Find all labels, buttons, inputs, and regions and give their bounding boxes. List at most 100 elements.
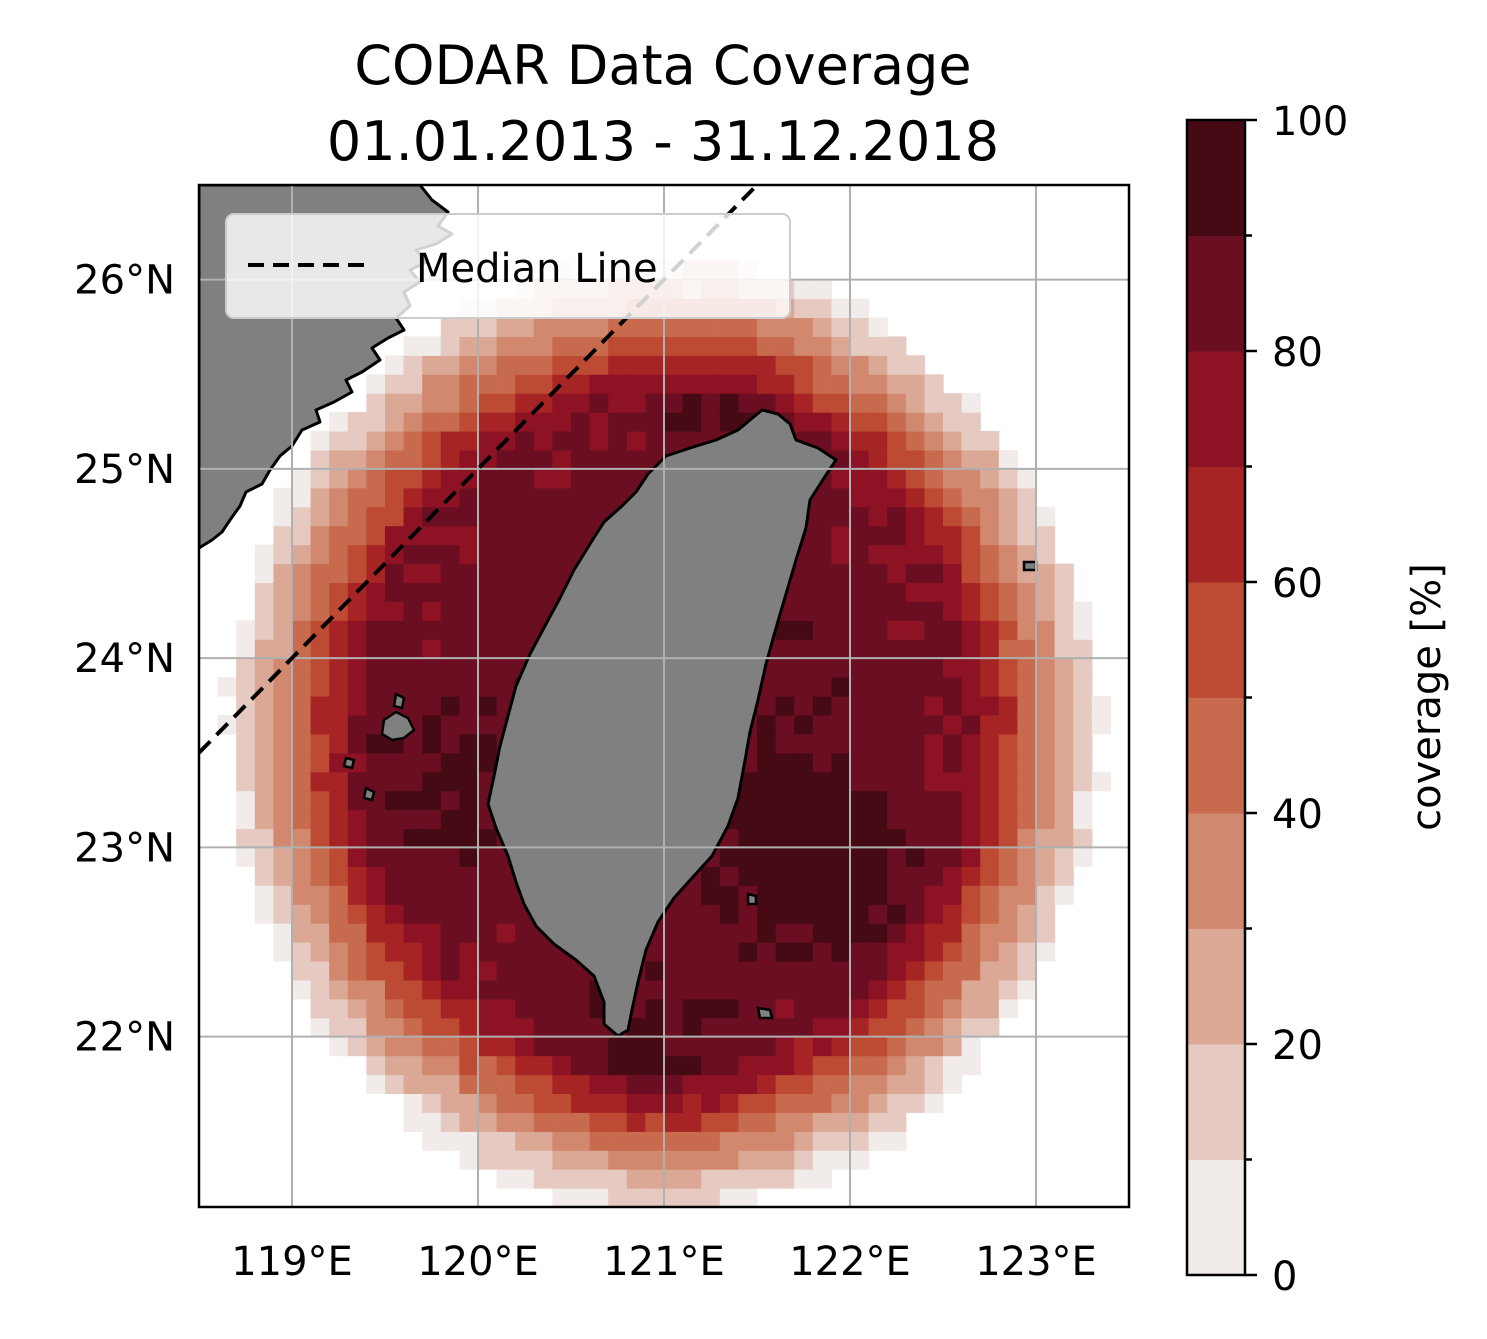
heatmap-cell xyxy=(533,336,553,356)
heatmap-cell xyxy=(831,828,851,848)
heatmap-cell xyxy=(478,1036,498,1057)
heatmap-cell xyxy=(496,317,516,337)
heatmap-cell xyxy=(608,487,628,508)
heatmap-cell xyxy=(459,885,479,905)
colorbar-bands xyxy=(1187,120,1245,1276)
heatmap-cell xyxy=(794,298,814,319)
heatmap-cell xyxy=(794,733,814,754)
heatmap-cell xyxy=(385,506,405,527)
heatmap-cell xyxy=(608,374,628,394)
heatmap-cell xyxy=(831,563,851,583)
heatmap-cell xyxy=(347,714,367,735)
heatmap-cell xyxy=(478,696,498,716)
heatmap-cell xyxy=(310,998,330,1019)
heatmap-cell xyxy=(831,1131,851,1151)
heatmap-cell xyxy=(775,1093,795,1113)
heatmap-cell xyxy=(292,658,312,678)
heatmap-cell xyxy=(403,942,423,962)
heatmap-cell xyxy=(738,1074,758,1094)
heatmap-cell xyxy=(385,601,405,621)
heatmap-cell xyxy=(831,431,851,451)
heatmap-cell xyxy=(775,1169,795,1189)
heatmap-cell xyxy=(236,733,256,754)
heatmap-cell xyxy=(812,1036,832,1057)
heatmap-cell xyxy=(1054,620,1074,640)
heatmap-cell xyxy=(850,298,870,319)
heatmap-cell xyxy=(887,468,907,489)
heatmap-cell xyxy=(385,412,405,432)
heatmap-cell xyxy=(533,1036,553,1057)
heatmap-cell xyxy=(478,431,498,451)
heatmap-cell xyxy=(1036,677,1056,697)
heatmap-cell xyxy=(385,790,405,811)
heatmap-cell xyxy=(1017,828,1037,848)
heatmap-cell xyxy=(236,809,256,830)
heatmap-cell xyxy=(347,468,367,489)
heatmap-cell xyxy=(850,1131,870,1151)
heatmap-cell xyxy=(868,696,888,716)
heatmap-cell xyxy=(980,847,1000,867)
heatmap-cell xyxy=(682,393,702,413)
heatmap-cell xyxy=(682,336,702,356)
heatmap-cell xyxy=(366,393,386,413)
heatmap-cell xyxy=(459,904,479,924)
heatmap-cell xyxy=(664,1093,684,1113)
heatmap-cell xyxy=(924,979,944,1000)
heatmap-cell xyxy=(496,1055,516,1076)
heatmap-cell xyxy=(812,279,832,300)
heatmap-cell xyxy=(1091,696,1111,716)
heatmap-cell xyxy=(719,885,739,905)
heatmap-cell xyxy=(422,582,442,602)
heatmap-cell xyxy=(515,620,535,640)
heatmap-cell xyxy=(998,468,1018,489)
heatmap-cell xyxy=(887,904,907,924)
heatmap-cell xyxy=(310,866,330,886)
heatmap-cell xyxy=(887,412,907,432)
heatmap-cell xyxy=(1036,658,1056,678)
heatmap-cell xyxy=(496,468,516,489)
heatmap-cell xyxy=(329,696,349,716)
heatmap-cell xyxy=(905,866,925,886)
heatmap-cell xyxy=(998,506,1018,527)
heatmap-cell xyxy=(905,601,925,621)
heatmap-cell xyxy=(868,336,888,356)
heatmap-cell xyxy=(496,923,516,943)
heatmap-cell xyxy=(719,866,739,886)
heatmap-cell xyxy=(831,1017,851,1038)
heatmap-cell xyxy=(943,563,963,583)
heatmap-cell xyxy=(812,525,832,546)
heatmap-cell xyxy=(273,923,293,943)
heatmap-cell xyxy=(701,923,721,943)
heatmap-cell xyxy=(645,1112,665,1132)
heatmap-cell xyxy=(738,355,758,375)
heatmap-cell xyxy=(403,412,423,432)
heatmap-cell xyxy=(850,847,870,867)
heatmap-cell xyxy=(422,942,442,962)
heatmap-cell xyxy=(496,620,516,640)
heatmap-cell xyxy=(738,336,758,356)
heatmap-cell xyxy=(385,525,405,546)
heatmap-cell xyxy=(961,961,981,981)
heatmap-cell xyxy=(440,374,460,394)
heatmap-cell xyxy=(850,1093,870,1113)
heatmap-cell xyxy=(1054,714,1074,735)
heatmap-cell xyxy=(943,866,963,886)
heatmap-cell xyxy=(571,336,591,356)
lon-tick-label: 122°E xyxy=(789,1239,911,1285)
heatmap-cell xyxy=(422,998,442,1019)
heatmap-cell xyxy=(347,790,367,811)
heatmap-cell xyxy=(292,696,312,716)
heatmap-cell xyxy=(682,1131,702,1151)
heatmap-cell xyxy=(682,923,702,943)
heatmap-cell xyxy=(738,1150,758,1170)
colorbar-tick-label: 40 xyxy=(1272,792,1323,838)
heatmap-cell xyxy=(1036,525,1056,546)
heatmap-cell xyxy=(533,1093,553,1113)
heatmap-cell xyxy=(626,412,646,432)
heatmap-cell xyxy=(980,771,1000,792)
heatmap-cell xyxy=(905,525,925,546)
heatmap-cell xyxy=(273,506,293,527)
heatmap-cell xyxy=(292,582,312,602)
heatmap-cell xyxy=(980,790,1000,811)
heatmap-cell xyxy=(310,885,330,905)
